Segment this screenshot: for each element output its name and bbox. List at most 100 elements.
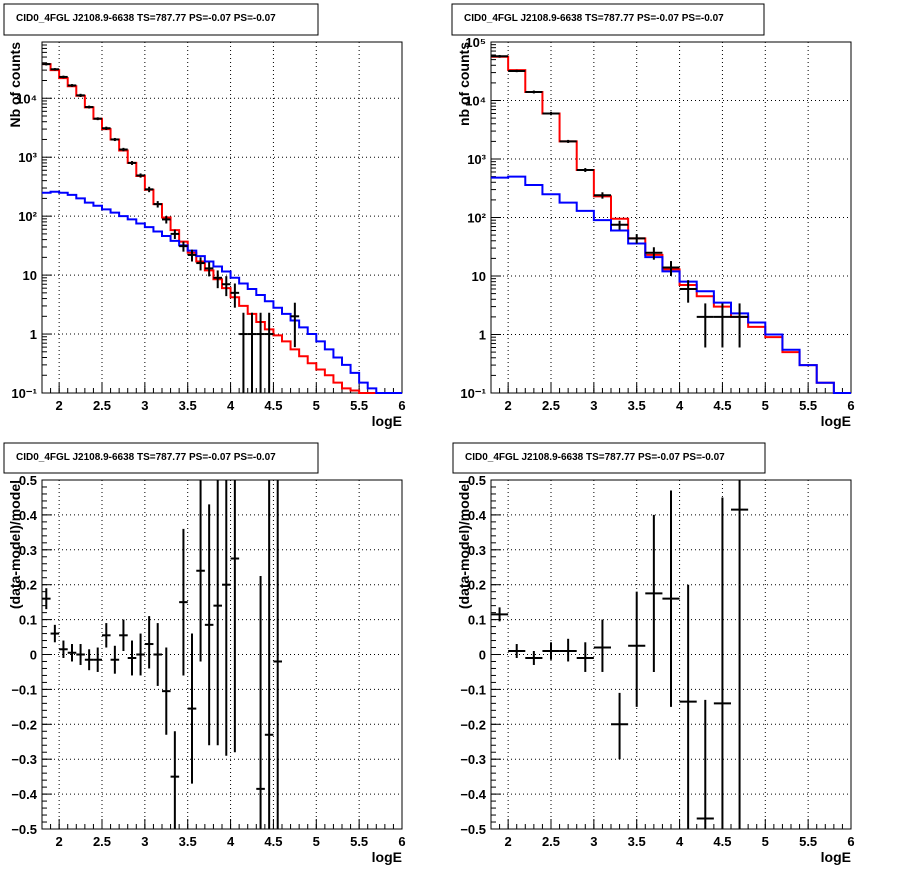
data-point — [162, 215, 171, 224]
title-box — [3, 3, 319, 36]
y-tick-label: −0.2 — [460, 717, 486, 732]
data-point — [127, 640, 137, 676]
panel-title: CID0_4FGL J2108.9-6638 TS=787.77 PS=-0.0… — [16, 13, 276, 24]
x-tick-label: 4 — [227, 398, 235, 413]
axis-ticks: 2 2.5 3 3.5 4 4.5 5 5.5 6 10⁻¹ 1 10 10² 10³ 10⁴ 10⁵ — [460, 35, 854, 413]
data-point — [42, 588, 51, 610]
data-point — [593, 619, 611, 672]
x-tick-label: 2 — [56, 834, 63, 849]
x-axis-label: logE — [821, 849, 851, 865]
data-point — [213, 480, 222, 746]
y-tick-label: 10⁵ — [465, 35, 486, 50]
data-point — [696, 699, 714, 829]
x-tick-label: 3 — [590, 398, 597, 413]
y-tick-label: −0.1 — [11, 682, 37, 697]
data-point — [508, 69, 526, 73]
title-box — [452, 442, 766, 474]
x-tick-label: 5.5 — [350, 398, 368, 413]
data-point — [525, 90, 543, 94]
data-point — [247, 312, 257, 393]
axis-ticks: 2 2.5 3 3.5 4 4.5 5 5.5 6 −0.5 −0.4 −0.3 −0.2 −0.1 0 0.… — [11, 473, 405, 849]
x-tick-label: 2 — [505, 398, 512, 413]
data-point — [153, 623, 162, 686]
title-box — [451, 3, 765, 36]
y-tick-label: 1 — [479, 328, 486, 343]
x-tick-label: 4 — [227, 834, 235, 849]
y-tick-label: 10³ — [467, 152, 486, 167]
data-point — [525, 651, 543, 665]
x-tick-label: 2 — [505, 834, 512, 849]
grid — [42, 480, 402, 829]
data-point — [559, 638, 577, 662]
data-point — [611, 220, 629, 230]
y-tick-label: 0.5 — [19, 473, 37, 488]
data-point — [679, 280, 697, 303]
data-point — [679, 584, 697, 829]
data-point — [696, 303, 714, 348]
data-point — [611, 692, 629, 760]
data-point — [593, 192, 611, 199]
data-point — [153, 201, 162, 208]
data-point — [731, 303, 749, 348]
data-point — [713, 497, 731, 829]
y-tick-label: 0 — [479, 648, 486, 663]
data-point — [67, 84, 77, 87]
data-point — [491, 54, 509, 58]
data-points — [491, 54, 749, 348]
y-tick-label: 10⁻¹ — [11, 386, 37, 401]
data-point — [144, 186, 154, 193]
y-tick-label: −0.2 — [11, 717, 37, 732]
y-axis-label: (data-model)/model — [7, 480, 23, 609]
data-point — [731, 480, 749, 829]
y-axis-label: Nb of counts — [7, 42, 23, 128]
data-point — [59, 75, 68, 79]
data-points — [42, 62, 300, 393]
data-point — [576, 168, 594, 172]
y-tick-label: −0.5 — [460, 822, 486, 837]
series-total-histogram — [42, 63, 402, 394]
x-tick-label: 3.5 — [179, 834, 197, 849]
data-point — [187, 633, 197, 784]
y-tick-label: 10⁴ — [16, 91, 37, 106]
data-point — [290, 302, 300, 348]
data-point — [59, 640, 68, 658]
y-tick-label: 10 — [472, 269, 486, 284]
x-tick-label: 6 — [847, 398, 854, 413]
x-tick-label: 3.5 — [628, 834, 646, 849]
x-tick-label: 5 — [313, 398, 320, 413]
data-point — [662, 490, 680, 707]
x-tick-label: 3 — [590, 834, 597, 849]
panel-residuals-left: CID0_4FGL J2108.9-6638 TS=787.77 PS=-0.0… — [3, 442, 406, 865]
x-tick-label: 3 — [141, 398, 148, 413]
y-tick-label: −0.1 — [460, 682, 486, 697]
y-axis-label: nb of counts — [456, 42, 472, 126]
data-point — [256, 575, 265, 829]
y-tick-label: 0 — [30, 648, 37, 663]
data-point — [119, 147, 128, 152]
y-tick-label: 0.4 — [19, 508, 38, 523]
data-point — [230, 283, 240, 308]
x-axis-label: logE — [372, 849, 402, 865]
x-tick-label: 2 — [56, 398, 63, 413]
data-point — [93, 117, 102, 121]
x-tick-label: 4.5 — [264, 834, 282, 849]
data-point — [491, 607, 509, 622]
data-point — [50, 624, 60, 643]
x-axis-label: logE — [372, 413, 402, 429]
data-point — [230, 480, 240, 753]
y-tick-label: 0.2 — [468, 578, 486, 593]
series-component-histogram — [42, 190, 402, 394]
data-point — [110, 137, 120, 142]
y-tick-label: 0.4 — [468, 508, 487, 523]
data-point — [42, 62, 51, 66]
data-point — [542, 642, 560, 660]
data-point — [213, 270, 222, 289]
y-tick-label: 1 — [30, 327, 37, 342]
x-axis-label: logE — [821, 413, 851, 429]
data-point — [136, 173, 145, 178]
data-point — [76, 93, 85, 98]
data-point — [576, 642, 594, 672]
y-tick-label: −0.4 — [11, 787, 37, 802]
